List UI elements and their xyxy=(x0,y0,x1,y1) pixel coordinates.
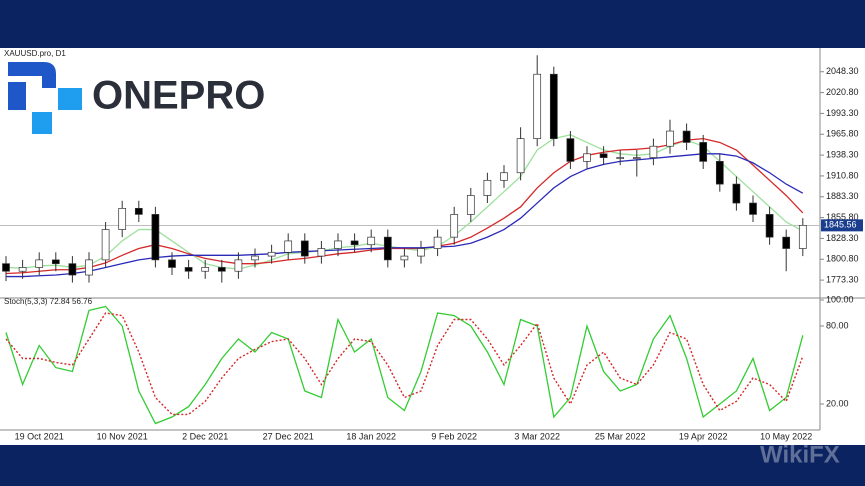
y-tick-label: 1938.30 xyxy=(826,149,859,159)
candle-body xyxy=(666,130,674,147)
candle-body xyxy=(749,202,757,215)
candle-body xyxy=(483,179,492,196)
y-tick-label: 80.00 xyxy=(826,320,849,330)
candle-body xyxy=(267,251,276,257)
candle-body xyxy=(400,255,409,261)
candle-body xyxy=(682,130,691,143)
x-tick-label: 9 Feb 2022 xyxy=(431,431,477,441)
candle-body xyxy=(151,214,160,261)
y-tick-label: 1965.80 xyxy=(826,129,859,139)
candle-body xyxy=(632,157,641,159)
y-tick-label: 100.00 xyxy=(826,294,854,304)
candle-body xyxy=(35,259,44,268)
y-tick-label: 1883.30 xyxy=(826,191,859,201)
indicator-title: Stoch(5,3,3) 72.84 56.76 xyxy=(4,297,93,306)
candle-body xyxy=(566,138,575,162)
logo-shape xyxy=(58,88,82,110)
candle-body xyxy=(583,153,591,162)
x-tick-label: 25 Mar 2022 xyxy=(595,431,646,441)
last-price-box xyxy=(821,219,863,232)
last-price-label: 1845.56 xyxy=(824,220,857,230)
candle-body xyxy=(417,248,425,257)
candle-body xyxy=(201,267,210,272)
candle-body xyxy=(500,172,508,181)
y-tick-label: 1910.80 xyxy=(826,170,859,180)
candle-body xyxy=(134,208,143,215)
logo: ONEPRO xyxy=(8,62,265,134)
x-tick-label: 19 Oct 2021 xyxy=(15,431,64,441)
candle-body xyxy=(168,259,176,268)
candle-body xyxy=(732,183,741,204)
indicator-line xyxy=(5,312,804,416)
y-tick-label: 2020.80 xyxy=(826,87,859,97)
candle-body xyxy=(101,229,110,261)
candle-body xyxy=(616,157,625,159)
candle-body xyxy=(51,259,60,265)
candle-body xyxy=(2,263,10,272)
logo-shape xyxy=(8,62,56,88)
candle-body xyxy=(798,225,807,249)
x-tick-label: 2 Dec 2021 xyxy=(182,431,228,441)
candle-body xyxy=(118,208,127,230)
candle-body xyxy=(284,240,293,253)
indicator-line xyxy=(5,305,804,425)
y-tick-label: 20.00 xyxy=(826,398,849,408)
x-tick-label: 27 Dec 2021 xyxy=(263,431,314,441)
candle-body xyxy=(334,240,342,249)
candle-body xyxy=(251,255,259,261)
y-tick-label: 1773.30 xyxy=(826,274,859,284)
chart-title: XAUUSD.pro, D1 xyxy=(4,49,66,58)
candle-body xyxy=(317,248,326,257)
y-tick-label: 1800.80 xyxy=(826,254,859,264)
candle-body xyxy=(184,267,193,272)
candle-body xyxy=(715,161,724,185)
candle-body xyxy=(300,240,309,257)
candle-body xyxy=(367,236,376,246)
x-tick-label: 3 Mar 2022 xyxy=(514,431,560,441)
candle-body xyxy=(85,259,93,276)
candle-body xyxy=(383,236,392,261)
candle-body xyxy=(234,259,243,272)
candle-body xyxy=(433,236,442,249)
candle-body xyxy=(450,214,459,238)
candle-body xyxy=(516,138,525,174)
candle-body xyxy=(765,214,774,238)
x-tick-label: 18 Jan 2022 xyxy=(346,431,396,441)
candle-body xyxy=(466,195,475,215)
candle-body xyxy=(217,267,226,272)
candle-body xyxy=(599,153,608,158)
candle-body xyxy=(533,73,542,139)
logo-shape xyxy=(8,82,26,110)
candle-body xyxy=(68,263,77,276)
watermark: WikiFX xyxy=(760,441,840,468)
logo-text: ONEPRO xyxy=(92,74,265,118)
candle-body xyxy=(350,240,359,246)
x-tick-label: 10 Nov 2021 xyxy=(97,431,148,441)
candle-body xyxy=(18,267,27,272)
candle-body xyxy=(649,145,658,158)
y-tick-label: 1828.30 xyxy=(826,233,859,243)
y-tick-label: 1993.30 xyxy=(826,108,859,118)
y-tick-label: 2048.30 xyxy=(826,66,859,76)
indicator-line xyxy=(6,153,804,278)
candle-body xyxy=(549,73,558,139)
logo-shape xyxy=(32,112,52,134)
x-tick-label: 10 May 2022 xyxy=(760,431,812,441)
candle-body xyxy=(782,236,791,249)
y-tick-label: 1855.80 xyxy=(826,212,859,222)
candle-body xyxy=(699,142,708,162)
x-tick-label: 19 Apr 2022 xyxy=(679,431,728,441)
